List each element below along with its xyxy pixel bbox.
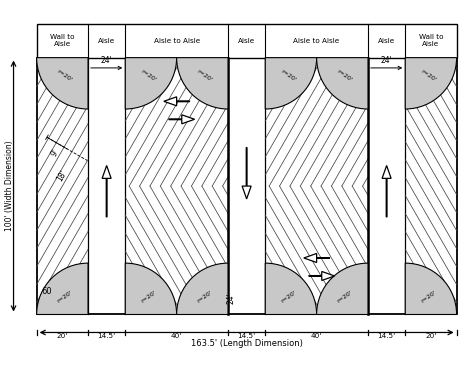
Text: 100' (Width Dimension): 100' (Width Dimension): [5, 141, 14, 231]
Text: Aisle to Aisle: Aisle to Aisle: [154, 38, 200, 44]
FancyArrow shape: [304, 254, 329, 262]
Text: 24': 24': [101, 57, 112, 65]
Bar: [36, 58, 456, 315]
Text: r=20': r=20': [196, 69, 214, 83]
Wedge shape: [405, 263, 456, 315]
FancyArrow shape: [242, 148, 251, 199]
Text: 60: 60: [42, 287, 52, 296]
Text: Aisle: Aisle: [98, 38, 115, 44]
Wedge shape: [317, 58, 368, 109]
Wedge shape: [405, 58, 456, 109]
FancyArrow shape: [382, 166, 391, 217]
FancyArrow shape: [169, 115, 195, 124]
Text: 20': 20': [57, 333, 68, 339]
Wedge shape: [36, 263, 88, 315]
Wedge shape: [177, 263, 228, 315]
FancyArrow shape: [102, 166, 111, 217]
Text: r=20': r=20': [419, 69, 437, 83]
Text: r=20': r=20': [56, 69, 73, 83]
Text: r=20': r=20': [336, 290, 354, 304]
Text: r=20': r=20': [56, 290, 73, 304]
Wedge shape: [36, 58, 88, 109]
Text: 24': 24': [381, 57, 392, 65]
Text: 40': 40': [311, 333, 322, 339]
Text: Wall to
Aisle: Wall to Aisle: [50, 34, 74, 47]
Text: r=20': r=20': [140, 290, 157, 304]
Bar: [36, 24, 456, 58]
Text: r=20': r=20': [336, 69, 354, 83]
Wedge shape: [265, 263, 317, 315]
Wedge shape: [177, 58, 228, 109]
Text: 9': 9': [49, 148, 60, 158]
Text: r=20': r=20': [196, 290, 214, 304]
Wedge shape: [125, 263, 177, 315]
Text: Wall to
Aisle: Wall to Aisle: [419, 34, 443, 47]
Wedge shape: [125, 58, 177, 109]
Wedge shape: [317, 263, 368, 315]
Text: r=20': r=20': [280, 290, 297, 304]
Text: Aisle: Aisle: [378, 38, 395, 44]
FancyArrow shape: [309, 272, 335, 280]
Text: 163.5' (Length Dimension): 163.5' (Length Dimension): [191, 339, 302, 348]
Text: 40': 40': [171, 333, 182, 339]
Text: Aisle: Aisle: [238, 38, 255, 44]
Wedge shape: [265, 58, 317, 109]
Text: 24': 24': [226, 292, 235, 304]
Text: 14.5': 14.5': [237, 333, 256, 339]
Text: r=20': r=20': [140, 69, 157, 83]
Text: Aisle to Aisle: Aisle to Aisle: [293, 38, 340, 44]
Text: 14.5': 14.5': [98, 333, 116, 339]
Text: 20': 20': [425, 333, 437, 339]
FancyArrow shape: [164, 97, 190, 106]
Text: 18': 18': [55, 168, 69, 183]
Text: r=20': r=20': [419, 290, 437, 304]
Text: r=20': r=20': [280, 69, 297, 83]
Text: 14.5': 14.5': [377, 333, 396, 339]
